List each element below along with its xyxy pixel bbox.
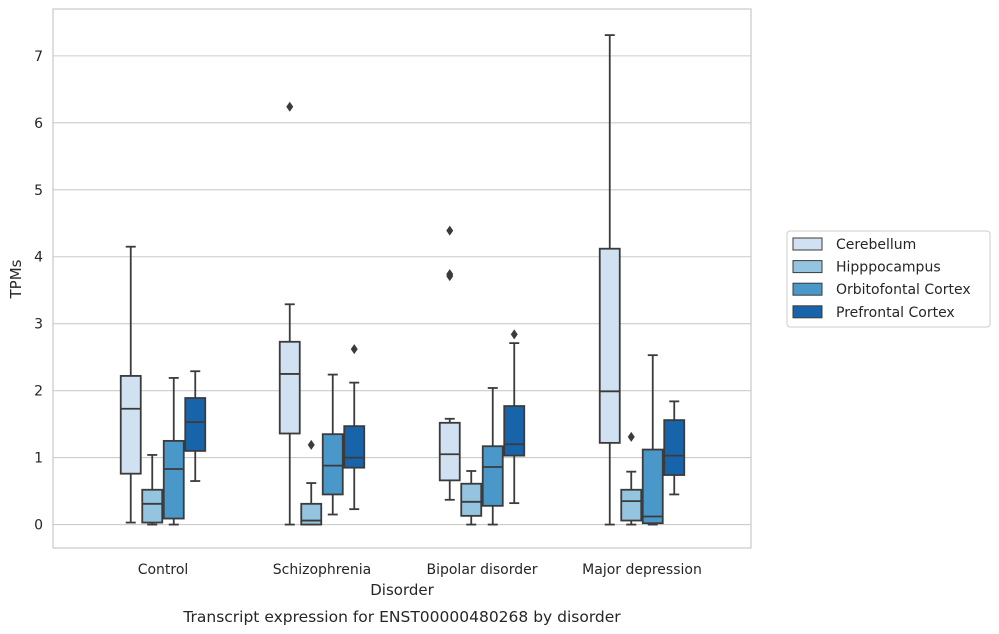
figure-caption: Transcript expression for ENST0000048026… — [182, 608, 621, 626]
y-tick-label: 7 — [34, 49, 43, 65]
y-tick-label: 6 — [34, 116, 43, 132]
box-body — [503, 405, 526, 457]
x-tick-labels: Control Schizophrenia Bipolar disorder Majo… — [138, 562, 702, 578]
outlier-point — [627, 431, 635, 442]
box-prefrontal-cortex-2 — [503, 329, 526, 505]
outlier-point — [446, 225, 454, 236]
box-body — [641, 448, 664, 525]
outlier-point — [286, 101, 294, 112]
y-tick-label: 5 — [34, 183, 43, 199]
legend-label: Hipppocampus — [836, 260, 941, 276]
legend-swatch — [792, 260, 823, 274]
box-body — [321, 433, 344, 496]
legend-label: Cerebellum — [836, 237, 916, 253]
y-tick-label: 1 — [34, 451, 43, 467]
box-body — [141, 488, 164, 524]
box-hipppocampus-3 — [620, 431, 643, 526]
legend-swatch — [792, 305, 823, 319]
outlier-point — [350, 344, 358, 355]
box-prefrontal-cortex-0 — [184, 370, 207, 482]
y-tick-label: 2 — [34, 384, 43, 400]
box-cerebellum-2 — [438, 225, 461, 501]
y-tick-labels: 0 1 2 3 4 5 6 7 — [34, 49, 43, 534]
plot-frame — [52, 8, 752, 549]
box-body — [438, 421, 461, 482]
box-orbitofontal-cortex-0 — [162, 377, 185, 526]
box-body — [460, 482, 483, 517]
box-prefrontal-cortex-1 — [343, 344, 366, 511]
legend-items: Cerebellum Hipppocampus Orbitofontal Corte… — [792, 237, 971, 321]
box-hipppocampus-0 — [141, 454, 164, 526]
x-tick-label: Control — [138, 562, 189, 578]
outlier-point — [446, 269, 454, 280]
legend-label: Orbitofontal Cortex — [836, 282, 971, 298]
y-tick-label: 4 — [34, 250, 43, 266]
legend-swatch — [792, 282, 823, 296]
x-tick-label: Schizophrenia — [273, 562, 371, 578]
legend-label: Prefrontal Cortex — [836, 305, 955, 321]
box-body — [278, 340, 301, 435]
legend: Cerebellum Hipppocampus Orbitofontal Corte… — [786, 230, 991, 328]
box-hipppocampus-2 — [460, 470, 483, 526]
box-orbitofontal-cortex-3 — [641, 354, 664, 526]
box-body — [598, 247, 621, 444]
box-body — [184, 397, 207, 452]
box-body — [162, 439, 185, 520]
box-orbitofontal-cortex-1 — [321, 373, 344, 516]
y-tick-label: 3 — [34, 317, 43, 333]
box-body — [663, 419, 686, 476]
x-tick-label: Bipolar disorder — [426, 562, 537, 578]
box-cerebellum-0 — [119, 245, 142, 524]
box-body — [119, 375, 142, 475]
box-body — [300, 502, 323, 526]
x-axis-label: Disorder — [370, 581, 434, 599]
legend-frame — [786, 230, 991, 328]
y-tick-label: 0 — [34, 518, 43, 534]
box-cerebellum-1 — [278, 101, 301, 526]
y-axis-label: TPMs — [7, 259, 25, 299]
box-body — [343, 425, 366, 469]
outlier-point — [510, 329, 518, 340]
box-body — [481, 445, 504, 507]
box-orbitofontal-cortex-2 — [481, 387, 504, 526]
box-body — [620, 488, 643, 522]
box-hipppocampus-1 — [300, 439, 323, 526]
box-cerebellum-3 — [598, 34, 621, 526]
box-prefrontal-cortex-3 — [663, 400, 686, 496]
x-tick-label: Major depression — [582, 562, 702, 578]
outlier-point — [307, 439, 315, 450]
box-layer — [119, 34, 686, 526]
legend-swatch — [792, 237, 823, 251]
